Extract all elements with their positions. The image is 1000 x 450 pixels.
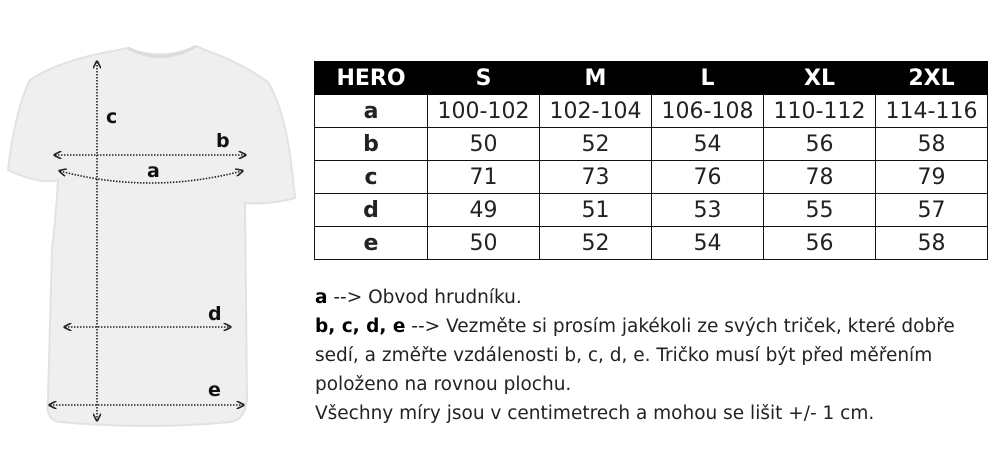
table-cell: 52 bbox=[539, 127, 652, 161]
table-cell: 50 bbox=[427, 127, 540, 161]
table-cell: 102-104 bbox=[539, 94, 652, 128]
table-row: b 50 52 54 56 58 bbox=[314, 127, 988, 161]
table-row: a 100-102 102-104 106-108 110-112 114-116 bbox=[314, 94, 988, 128]
table-cell: 76 bbox=[651, 160, 764, 194]
table-cell: 58 bbox=[875, 226, 988, 260]
note-bcde: b, c, d, e --> Vezměte si prosím jakékol… bbox=[315, 316, 955, 395]
table-cell: 53 bbox=[651, 193, 764, 227]
row-label: b bbox=[314, 127, 428, 161]
table-cell: 57 bbox=[875, 193, 988, 227]
table-row: c 71 73 76 78 79 bbox=[314, 160, 988, 194]
table-row: e 50 52 54 56 58 bbox=[314, 226, 988, 260]
table-cell: 49 bbox=[427, 193, 540, 227]
label-b: b bbox=[216, 130, 230, 152]
note-a: a --> Obvod hrudníku. bbox=[315, 287, 522, 308]
row-label: d bbox=[314, 193, 428, 227]
table-cell: 73 bbox=[539, 160, 652, 194]
table-cell: 54 bbox=[651, 226, 764, 260]
row-label: e bbox=[314, 226, 428, 260]
header-brand: HERO bbox=[314, 61, 428, 95]
table-cell: 106-108 bbox=[651, 94, 764, 128]
table-cell: 78 bbox=[763, 160, 876, 194]
table-cell: 54 bbox=[651, 127, 764, 161]
row-label: a bbox=[314, 94, 428, 128]
table-cell: 110-112 bbox=[763, 94, 876, 128]
tshirt-shape bbox=[6, 44, 297, 427]
table-cell: 56 bbox=[763, 127, 876, 161]
table-cell: 71 bbox=[427, 160, 540, 194]
header-size-s: S bbox=[427, 61, 540, 95]
size-table-header: HERO S M L XL 2XL bbox=[314, 61, 988, 95]
size-table: HERO S M L XL 2XL a 100-102 102-104 106-108… bbox=[314, 61, 988, 260]
table-cell: 55 bbox=[763, 193, 876, 227]
header-size-m: M bbox=[539, 61, 652, 95]
label-a: a bbox=[147, 160, 160, 182]
table-cell: 58 bbox=[875, 127, 988, 161]
table-cell: 52 bbox=[539, 226, 652, 260]
measurement-notes: a --> Obvod hrudníku. b, c, d, e --> Vez… bbox=[315, 283, 995, 428]
table-row: d 49 51 53 55 57 bbox=[314, 193, 988, 227]
table-cell: 79 bbox=[875, 160, 988, 194]
table-cell: 56 bbox=[763, 226, 876, 260]
header-size-l: L bbox=[651, 61, 764, 95]
label-d: d bbox=[208, 303, 222, 325]
row-label: c bbox=[314, 160, 428, 194]
label-e: e bbox=[208, 379, 221, 401]
table-cell: 100-102 bbox=[427, 94, 540, 128]
note-tolerance: Všechny míry jsou v centimetrech a mohou… bbox=[315, 403, 875, 424]
tshirt-measurement-diagram: c b a d e bbox=[6, 44, 297, 427]
table-cell: 51 bbox=[539, 193, 652, 227]
table-cell: 114-116 bbox=[875, 94, 988, 128]
table-cell: 50 bbox=[427, 226, 540, 260]
header-size-2xl: 2XL bbox=[875, 61, 988, 95]
header-size-xl: XL bbox=[763, 61, 876, 95]
label-c: c bbox=[106, 106, 117, 128]
measure-a-curve bbox=[60, 171, 242, 184]
